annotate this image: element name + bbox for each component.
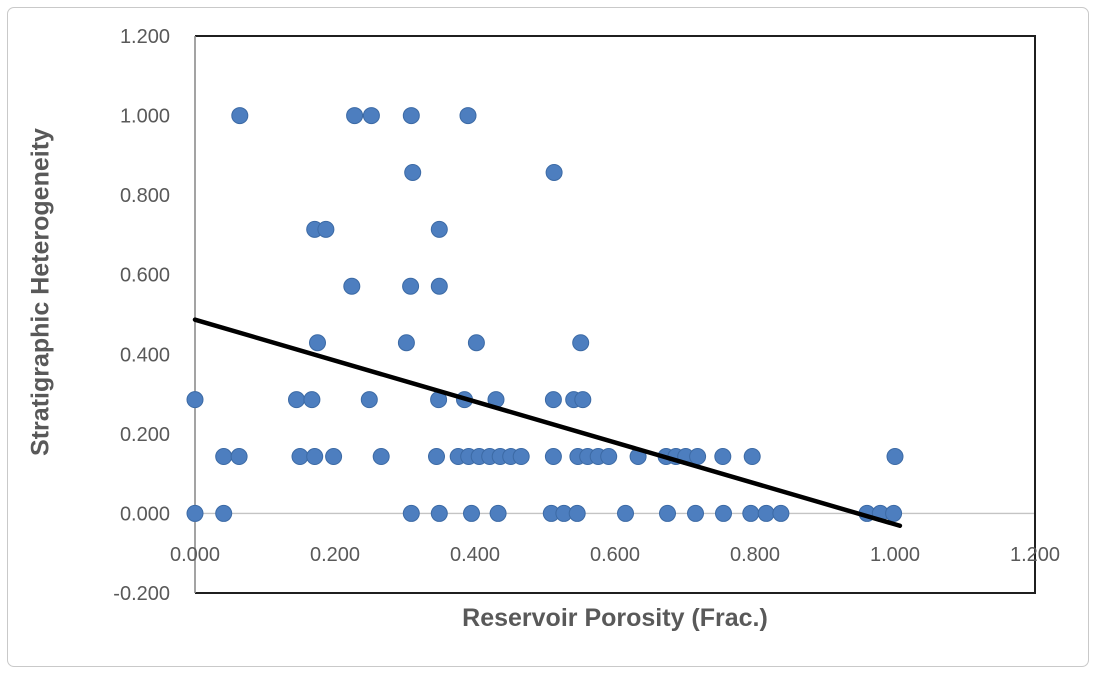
data-point [309,334,326,352]
data-point [467,334,485,352]
data-point [544,391,562,409]
x-tick-label: 0.400 [450,544,500,566]
x-axis-title: Reservoir Porosity (Frac.) [462,604,768,632]
data-point [714,448,732,466]
y-tick-label: 1.000 [120,106,170,128]
data-point [886,448,904,466]
plot-border [195,35,1036,594]
data-point [430,277,448,295]
data-point [360,391,378,409]
x-tick-label: 1.000 [870,544,920,566]
data-point [231,107,249,125]
data-point [215,504,233,522]
data-point [372,448,390,466]
x-tick-label: 0.200 [310,544,360,566]
y-axis-title: Stratigraphic Heterogeneity [26,128,55,456]
data-point [306,448,324,466]
y-tick-label: 0.800 [120,185,170,207]
data-point [291,448,309,466]
y-tick-label: 0.600 [120,265,170,287]
data-point [186,391,204,409]
data-point [288,391,305,409]
data-point [397,334,415,352]
data-point [687,504,704,522]
data-point [772,504,790,522]
data-point [572,334,590,352]
data-point [459,107,477,125]
data-point [568,504,586,522]
y-tick-label: -0.200 [113,583,170,605]
data-point [404,163,422,181]
data-point [463,504,480,522]
data-point [402,504,420,522]
data-point [742,504,760,522]
x-tick-label: 0.000 [170,544,220,566]
x-tick-label: 0.600 [590,544,640,566]
data-point [512,448,530,466]
data-point [303,391,321,409]
y-tick-label: 0.400 [120,344,170,366]
x-tick-label: 1.200 [1010,544,1060,566]
data-point [600,448,618,466]
data-point [402,277,420,295]
data-point [743,448,761,466]
y-tick-label: 1.200 [120,26,170,48]
trendline [192,317,903,529]
data-point [230,448,248,466]
data-point [402,107,420,125]
data-point [317,220,335,238]
data-point [428,448,445,466]
chart-frame [7,7,1089,667]
data-point [757,504,775,522]
data-point [186,504,204,522]
data-point [545,163,563,181]
data-point [715,504,732,522]
x-tick-label: 0.800 [730,544,780,566]
data-point [343,277,361,295]
data-point [430,220,448,238]
data-point [689,448,707,466]
y-tick-label: 0.000 [120,503,170,525]
data-point [215,448,233,466]
data-point [659,504,676,522]
data-point [325,448,343,466]
data-point [430,504,448,522]
data-point [617,504,634,522]
data-point [489,504,507,522]
data-point [362,107,380,125]
data-point [574,391,592,409]
data-point [544,448,562,466]
y-tick-label: 0.200 [120,424,170,446]
data-point [885,504,903,522]
data-point [346,107,364,125]
